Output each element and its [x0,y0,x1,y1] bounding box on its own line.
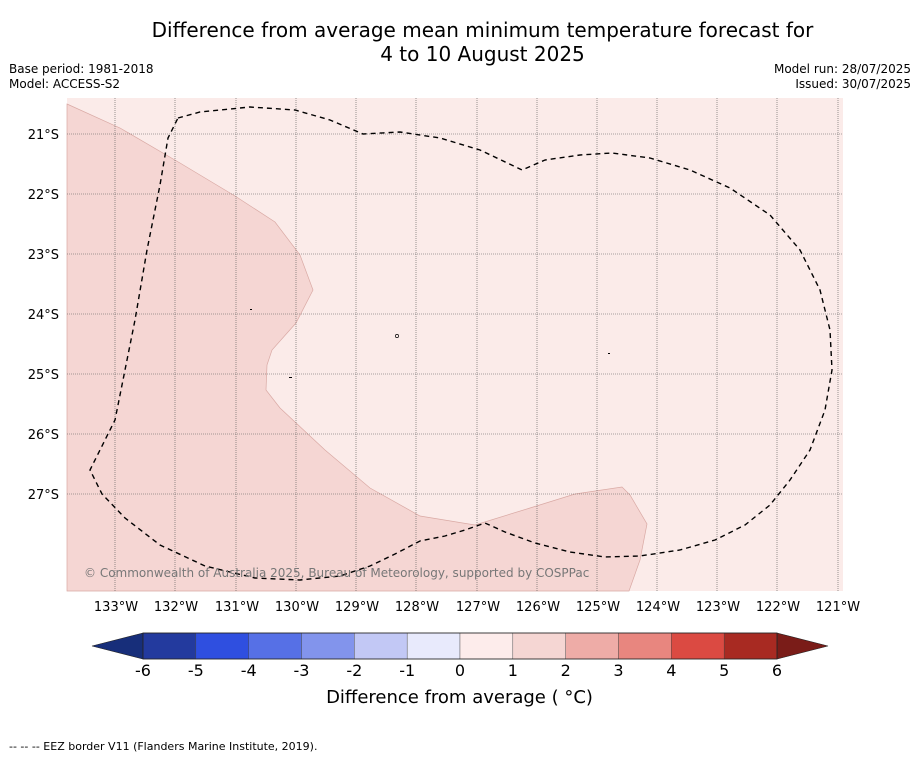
colorbar-outline [142,632,778,660]
islands [250,309,610,378]
colorbar-tick: 5 [719,661,729,680]
lat-label: 26°S [28,428,59,443]
colorbar-tick: -4 [241,661,257,680]
lon-label: 129°W [335,600,379,615]
colorbar-segment [354,632,408,660]
colorbar-tick: 4 [666,661,676,680]
lat-label: 24°S [28,308,59,323]
colorbar-under-arrow [91,632,144,660]
colorbar-tick: -6 [135,661,151,680]
lat-label: 21°S [28,128,59,143]
lon-label: 131°W [215,600,259,615]
eez-legend-note: -- -- -- EEZ border V11 (Flanders Marine… [9,740,318,753]
latitude-labels: 21°S 22°S 23°S 24°S 25°S 26°S 27°S [28,128,59,503]
model-run-date: Model run: 28/07/2025 [773,62,911,76]
lon-label: 122°W [756,600,800,615]
colorbar-tick-labels: -6 -5 -4 -3 -2 -1 0 1 2 3 4 5 6 [135,661,782,680]
colorbar-tick: 0 [455,661,465,680]
colorbar-tick: 3 [613,661,623,680]
colorbar-segment [565,632,619,660]
latitude-gridlines [67,133,843,495]
colorbar-tick: 1 [508,661,518,680]
colorbar-segment [248,632,302,660]
colorbar-tick: 2 [561,661,571,680]
colorbar-segment [671,632,725,660]
colorbar-segment [406,632,461,660]
lat-label: 23°S [28,248,59,263]
map-title: Difference from average mean minimum tem… [60,18,905,66]
model-run-info: Model run: 28/07/2025 Issued: 30/07/2025 [774,62,911,92]
colorbar-tick: -3 [294,661,310,680]
lon-label: 126°W [516,600,560,615]
title-line-2: 4 to 10 August 2025 [380,42,585,66]
colorbar-segment [195,632,249,660]
base-period: Base period: 1981-2018 [9,62,154,76]
title-line-1: Difference from average mean minimum tem… [151,18,814,42]
lon-label: 123°W [696,600,740,615]
colorbar-tick: 6 [772,661,782,680]
lon-label: 124°W [636,600,680,615]
lon-label: 128°W [395,600,439,615]
lon-label: 127°W [456,600,500,615]
eez-border [89,106,833,581]
lat-label: 27°S [28,488,59,503]
colorbar-label: Difference from average ( °C) [326,687,593,708]
lon-label: 133°W [94,600,138,615]
model-name: Model: ACCESS-S2 [9,77,121,91]
colorbar-segments [142,632,778,660]
issued-date: Issued: 30/07/2025 [795,77,911,91]
colorbar: -6 -5 -4 -3 -2 -1 0 1 2 3 4 5 6 [91,632,829,680]
colorbar-segment [618,632,672,660]
lon-label: 130°W [275,600,319,615]
colorbar-over-arrow [776,632,829,660]
lon-label: 125°W [576,600,620,615]
colorbar-segment [301,632,355,660]
lon-label: 132°W [154,600,198,615]
base-period-info: Base period: 1981-2018 Model: ACCESS-S2 [9,62,154,92]
lat-label: 25°S [28,368,59,383]
colorbar-segment [512,632,566,660]
anomaly-region-1-to-2 [66,103,648,592]
copyright-text: © Commonwealth of Australia 2025, Bureau… [84,566,589,580]
colorbar-segment [142,632,197,660]
lon-label: 121°W [816,600,860,615]
longitude-labels: 133°W 132°W 131°W 130°W 129°W 128°W 127°… [94,600,860,615]
colorbar-segment [459,632,514,660]
longitude-gridlines [114,98,839,591]
colorbar-tick: -1 [399,661,415,680]
lat-label: 22°S [28,188,59,203]
colorbar-segment [723,632,778,660]
colorbar-tick: -5 [188,661,204,680]
colorbar-tick: -2 [346,661,362,680]
